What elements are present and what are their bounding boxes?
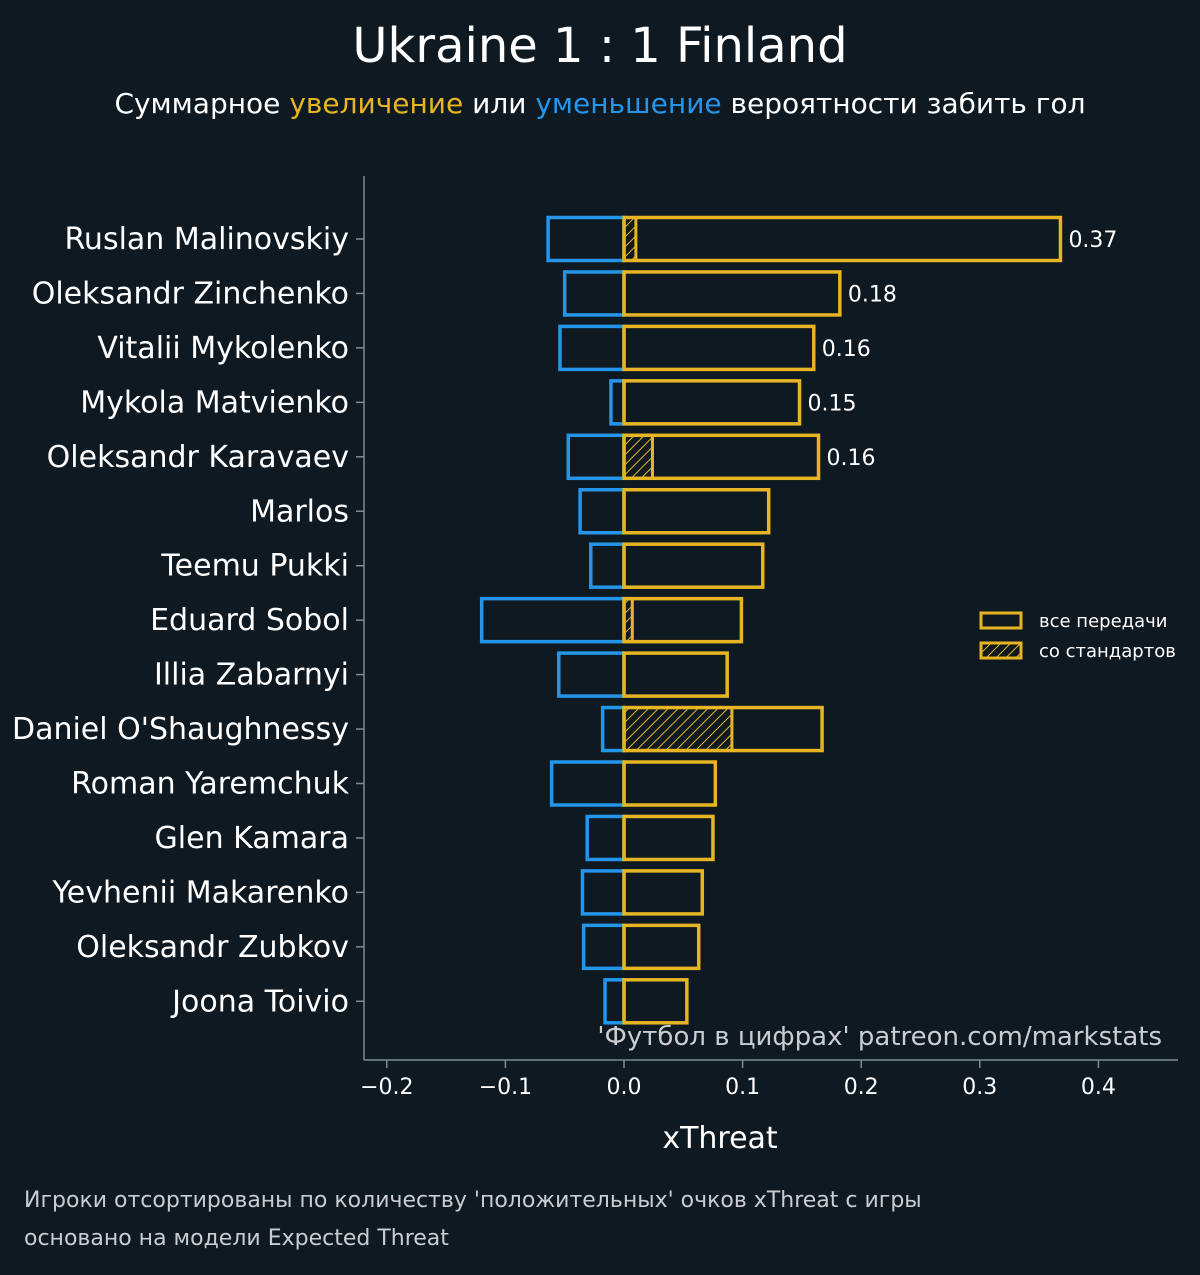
x-tick-label: 0.1 <box>725 1075 760 1100</box>
y-tick-label: Oleksandr Zubkov <box>76 930 349 965</box>
set-piece-bar <box>622 706 734 753</box>
x-tick-label: 0.4 <box>1081 1075 1116 1100</box>
positive-bar <box>622 923 701 971</box>
value-label: 0.37 <box>1068 228 1117 253</box>
subtitle-increase: увеличение <box>289 87 464 120</box>
legend-swatch-all <box>979 611 1023 630</box>
negative-bar <box>557 651 626 698</box>
legend-swatch-set-pieces <box>979 641 1023 660</box>
positive-bar <box>622 978 689 1025</box>
positive-bar <box>622 705 824 753</box>
y-tick-label: Eduard Sobol <box>150 603 349 638</box>
footnote-model: основано на модели Expected Threat <box>24 1226 449 1251</box>
positive-bar <box>622 596 744 644</box>
negative-bar <box>585 814 626 862</box>
footnote-sorting: Игроки отсортированы по количеству 'поло… <box>24 1188 922 1213</box>
negative-bar <box>578 488 626 535</box>
positive-bar <box>622 215 1063 263</box>
y-tick-label: Ruslan Malinovskiy <box>64 222 349 257</box>
y-tick-label: Glen Kamara <box>155 821 349 856</box>
negative-bar <box>562 270 626 317</box>
value-label: 0.16 <box>822 337 871 362</box>
negative-bar <box>603 978 626 1025</box>
negative-bar <box>549 760 626 807</box>
negative-bar <box>580 869 626 916</box>
negative-bar <box>581 923 626 971</box>
positive-bar <box>622 814 715 862</box>
y-tick-label: Illia Zabarnyi <box>154 658 349 693</box>
legend-label-all: все передачи <box>1039 611 1167 632</box>
x-axis-label: xThreat <box>662 1121 778 1156</box>
y-tick-label: Roman Yaremchuk <box>71 767 349 802</box>
legend: все передачи со стандартов <box>979 611 1176 662</box>
negative-bar <box>609 379 626 426</box>
x-tick-label: 0.0 <box>607 1075 642 1100</box>
chart-subtitle: Суммарное увеличение или уменьшение веро… <box>0 84 1200 124</box>
y-tick-label: Marlos <box>250 494 349 529</box>
positive-bar <box>622 651 729 698</box>
positive-bar <box>622 270 842 317</box>
positive-bar <box>622 542 765 589</box>
x-tick-label: −0.2 <box>360 1075 413 1100</box>
set-piece-bar <box>622 433 654 480</box>
y-tick-label: Oleksandr Zinchenko <box>32 276 349 311</box>
positive-bar <box>622 760 718 807</box>
legend-label-set-pieces: со стандартов <box>1039 641 1176 662</box>
y-tick-label: Daniel O'Shaughnessy <box>12 712 349 747</box>
x-tick-label: 0.3 <box>962 1075 997 1100</box>
y-tick-label: Vitalii Mykolenko <box>97 331 349 366</box>
y-tick-label: Teemu Pukki <box>160 549 349 584</box>
y-tick-label: Yevhenii Makarenko <box>51 875 349 910</box>
negative-bar <box>558 324 626 372</box>
value-label: 0.15 <box>808 391 857 416</box>
negative-bar <box>600 705 626 753</box>
y-tick-label: Mykola Matvienko <box>80 385 349 420</box>
y-tick-label: Joona Toivio <box>170 984 349 1019</box>
subtitle-decrease: уменьшение <box>535 87 722 120</box>
positive-bar <box>622 433 821 481</box>
subtitle-middle: или <box>472 87 527 120</box>
x-tick-label: −0.1 <box>479 1075 532 1100</box>
chart-title: Ukraine 1 : 1 Finland <box>352 18 848 74</box>
watermark: 'Футбол в цифрах' patreon.com/markstats <box>597 1022 1162 1052</box>
x-tick-label: 0.2 <box>844 1075 879 1100</box>
negative-bar <box>589 542 626 589</box>
positive-bar <box>622 869 705 916</box>
negative-bar <box>479 596 626 644</box>
negative-bar <box>566 433 626 481</box>
positive-bar <box>622 379 802 426</box>
subtitle-prefix: Суммарное <box>114 87 281 120</box>
value-label: 0.16 <box>827 446 876 471</box>
set-piece-bar <box>622 216 638 262</box>
positive-bar <box>622 324 816 372</box>
positive-bar <box>622 488 771 535</box>
value-label: 0.18 <box>848 282 897 307</box>
subtitle-suffix: вероятности забить гол <box>730 87 1086 120</box>
y-tick-label: Oleksandr Karavaev <box>47 440 349 475</box>
negative-bar <box>546 215 626 263</box>
